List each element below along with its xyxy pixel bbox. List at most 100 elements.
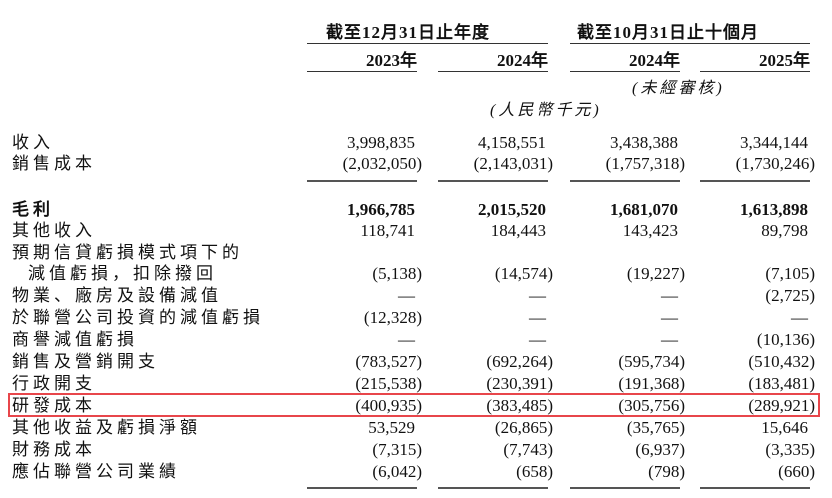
table-row: 應佔聯營公司業績 (6,042) (658) (798) (660) [0,461,832,483]
row-value: (510,432) [748,352,815,371]
row-value: 1,613,898 [740,200,808,219]
row-label: 財務成本 [12,440,96,459]
row-value: (400,935) [355,396,422,415]
row-value: 53,529 [368,418,415,437]
row-value: (660) [778,462,815,481]
row-label: 於聯營公司投資的減值虧損 [12,308,264,327]
row-value: 3,438,388 [610,133,678,152]
divider [570,43,810,44]
row-label: 銷售及營銷開支 [12,352,159,371]
divider [438,71,548,72]
row-value: (798) [648,462,685,481]
highlight-box-rd-cost [8,393,820,417]
row-value: (3,335) [765,440,815,459]
row-value: (191,368) [618,374,685,393]
row-label: 研發成本 [12,396,96,415]
divider [570,71,680,72]
row-label: 銷售成本 [12,154,96,173]
table-row: 商譽減值虧損 — — — (10,136) [0,329,832,351]
row-label: 毛利 [12,200,54,219]
row-value: (26,865) [494,418,553,437]
row-value: — [661,308,678,327]
row-value: (5,138) [372,264,422,283]
row-value: 15,646 [761,418,808,437]
row-value: (14,574) [494,264,553,283]
row-value: 184,443 [490,221,546,240]
row-value: (230,391) [486,374,553,393]
table-row: 其他收益及虧損淨額 53,529 (26,865) (35,765) 15,646 [0,417,832,439]
row-value: — [529,308,546,327]
row-value: — [661,330,678,349]
row-label: 收入 [12,133,54,152]
row-value: (10,136) [756,330,815,349]
row-value: (2,725) [765,286,815,305]
row-value: (215,538) [355,374,422,393]
row-value: — [791,308,808,327]
row-value: (7,743) [503,440,553,459]
row-value: (2,143,031) [473,154,553,173]
row-value: (19,227) [626,264,685,283]
table-row: 於聯營公司投資的減值虧損 (12,328) — — — [0,307,832,329]
row-value: (595,734) [618,352,685,371]
row-value: (7,105) [765,264,815,283]
row-value: 143,423 [622,221,678,240]
row-value: (7,315) [372,440,422,459]
row-value: (183,481) [748,374,815,393]
table-row: 物業、廠房及設備減值 — — — (2,725) [0,285,832,307]
row-value: (383,485) [486,396,553,415]
divider [700,71,810,72]
year-header-2024: 2024年 [497,51,548,70]
row-value: (2,032,050) [342,154,422,173]
divider [307,43,548,44]
subtotal-rule [700,180,810,182]
row-value: 1,681,070 [610,200,678,219]
row-value: 89,798 [761,221,808,240]
row-value: 3,344,144 [740,133,808,152]
table-row: 行政開支 (215,538) (230,391) (191,368) (183,481) [0,373,832,395]
row-value: — [398,330,415,349]
row-value: 2,015,520 [478,200,546,219]
row-value: — [398,286,415,305]
bottom-rule [570,487,680,489]
row-value: 3,998,835 [347,133,415,152]
row-value: (6,937) [635,440,685,459]
row-value: (35,765) [626,418,685,437]
year-header-2025-ten: 2025年 [759,51,810,70]
row-label: 物業、廠房及設備減值 [12,286,222,305]
row-value: (305,756) [618,396,685,415]
row-label: 商譽減值虧損 [12,330,138,349]
row-label: 其他收益及虧損淨額 [12,418,201,437]
subtotal-rule [438,180,548,182]
table-row: 財務成本 (7,315) (7,743) (6,937) (3,335) [0,439,832,461]
table-row: 研發成本 (400,935) (383,485) (305,756) (289,921) [0,395,832,417]
row-value: (1,757,318) [605,154,685,173]
row-label: 應佔聯營公司業績 [12,462,180,481]
row-value: 118,741 [360,221,415,240]
header-group-year: 截至12月31日止年度 [326,23,490,42]
row-label: 其他收入 [12,221,96,240]
row-value: (658) [516,462,553,481]
table-row: 其他收入 118,741 184,443 143,423 89,798 [0,220,832,242]
bottom-rule [700,487,810,489]
header-group-ten-months: 截至10月31日止十個月 [577,23,759,42]
row-value: (12,328) [363,308,422,327]
row-label: 預期信貸虧損模式項下的 [12,243,243,262]
unaudited-note: (未經審核) [632,80,725,97]
divider [307,71,417,72]
table-row: 銷售成本 (2,032,050) (2,143,031) (1,757,318) (1,… [0,153,832,175]
subtotal-rule [570,180,680,182]
row-value: (783,527) [355,352,422,371]
bottom-rule [438,487,548,489]
row-value: 1,966,785 [347,200,415,219]
row-value: — [529,330,546,349]
table-row: 預期信貸虧損模式項下的 [0,242,832,264]
table-row: 銷售及營銷開支 (783,527) (692,264) (595,734) (510,4… [0,351,832,373]
row-value: — [661,286,678,305]
table-row: 減值虧損，扣除撥回 (5,138) (14,574) (19,227) (7,105) [0,263,832,285]
row-label: 行政開支 [12,374,96,393]
subtotal-rule [307,180,417,182]
year-header-2023: 2023年 [366,51,417,70]
table-row: 毛利 1,966,785 2,015,520 1,681,070 1,613,898 [0,199,832,221]
bottom-rule [307,487,417,489]
row-value: (289,921) [748,396,815,415]
